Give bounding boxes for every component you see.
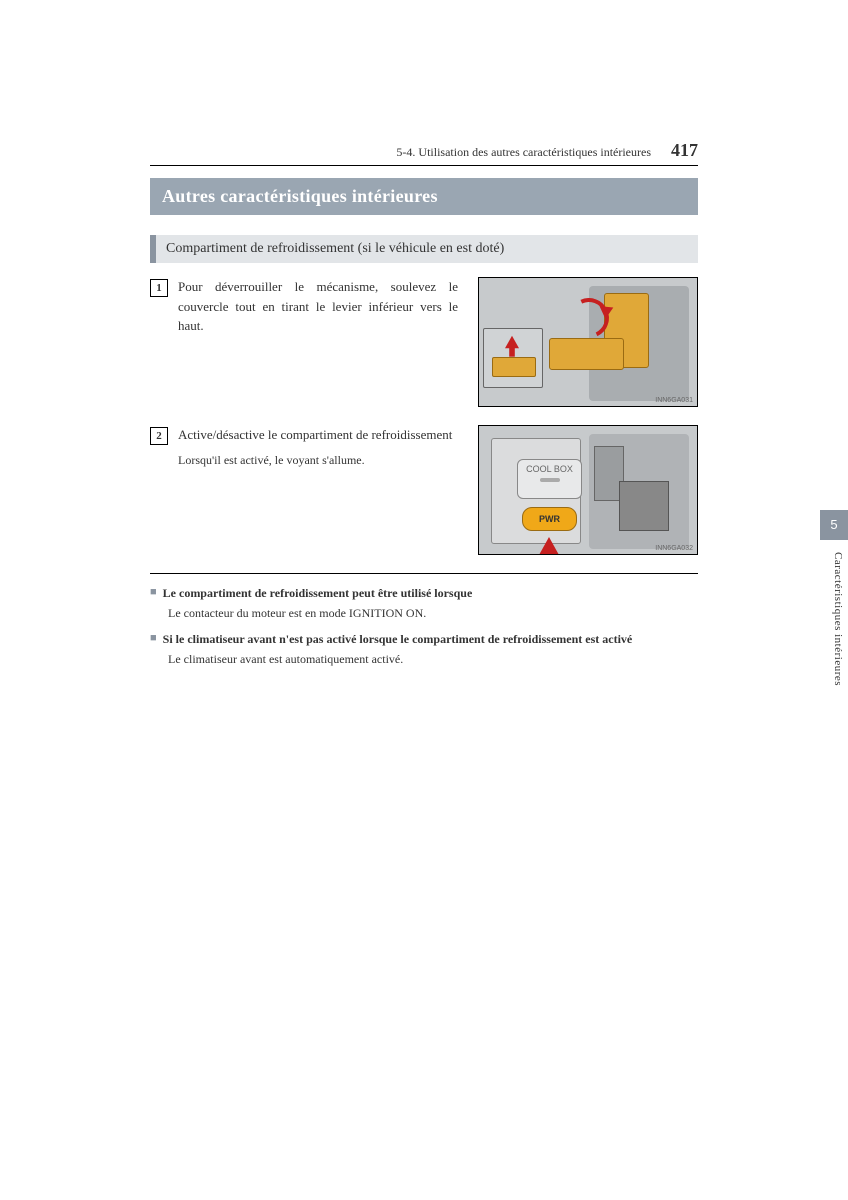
step-text: Pour déverrouiller le mécanisme, souleve… bbox=[178, 277, 468, 407]
note-heading: ■ Le compartiment de refroidissement peu… bbox=[150, 584, 698, 602]
image-label: INN6GA032 bbox=[655, 545, 693, 552]
note-item: ■ Si le climatiseur avant n'est pas acti… bbox=[150, 630, 698, 668]
step-illustration-2: COOL BOX PWR INN6GA032 bbox=[478, 425, 698, 555]
arrow-up-icon bbox=[505, 336, 519, 349]
compartment-open bbox=[619, 481, 669, 531]
header-section-text: 5-4. Utilisation des autres caractéristi… bbox=[396, 145, 651, 160]
step-text: Active/désactive le compartiment de refr… bbox=[178, 425, 468, 555]
note-head-text: Si le climatiseur avant n'est pas activé… bbox=[163, 630, 633, 648]
main-title: Autres caractéristiques intérieures bbox=[150, 178, 698, 215]
cool-box-label: COOL BOX bbox=[517, 459, 582, 499]
note-body: Le climatiseur avant est automatiquement… bbox=[168, 650, 698, 668]
notes-section: ■ Le compartiment de refroidissement peu… bbox=[150, 573, 698, 668]
arrow-up-icon bbox=[539, 537, 559, 555]
step-main-text: Active/désactive le compartiment de refr… bbox=[178, 427, 452, 442]
inset-detail bbox=[483, 328, 543, 388]
bullet-icon: ■ bbox=[150, 584, 157, 602]
step-sub-text: Lorsqu'il est activé, le voyant s'allume… bbox=[178, 451, 458, 469]
note-body: Le contacteur du moteur est en mode IGNI… bbox=[168, 604, 698, 622]
step-number: 1 bbox=[150, 279, 168, 297]
image-label: INN6GA031 bbox=[655, 397, 693, 404]
step-1: 1 Pour déverrouiller le mécanisme, soule… bbox=[150, 277, 698, 407]
button-panel: COOL BOX PWR bbox=[491, 438, 581, 544]
inset-lid bbox=[492, 357, 536, 377]
page-content: 5-4. Utilisation des autres caractéristi… bbox=[0, 0, 848, 736]
pwr-button: PWR bbox=[522, 507, 577, 531]
note-heading: ■ Si le climatiseur avant n'est pas acti… bbox=[150, 630, 698, 648]
step-number: 2 bbox=[150, 427, 168, 445]
step-2: 2 Active/désactive le compartiment de re… bbox=[150, 425, 698, 555]
compartment-lid bbox=[549, 338, 624, 370]
note-item: ■ Le compartiment de refroidissement peu… bbox=[150, 584, 698, 622]
page-header: 5-4. Utilisation des autres caractéristi… bbox=[150, 140, 698, 166]
bullet-icon: ■ bbox=[150, 630, 157, 648]
step-illustration-1: INN6GA031 bbox=[478, 277, 698, 407]
cool-box-text: COOL BOX bbox=[526, 464, 573, 474]
header-page-number: 417 bbox=[671, 140, 698, 161]
sub-title: Compartiment de refroidissement (si le v… bbox=[150, 235, 698, 263]
indicator-slot bbox=[540, 478, 560, 482]
note-head-text: Le compartiment de refroidissement peut … bbox=[163, 584, 473, 602]
